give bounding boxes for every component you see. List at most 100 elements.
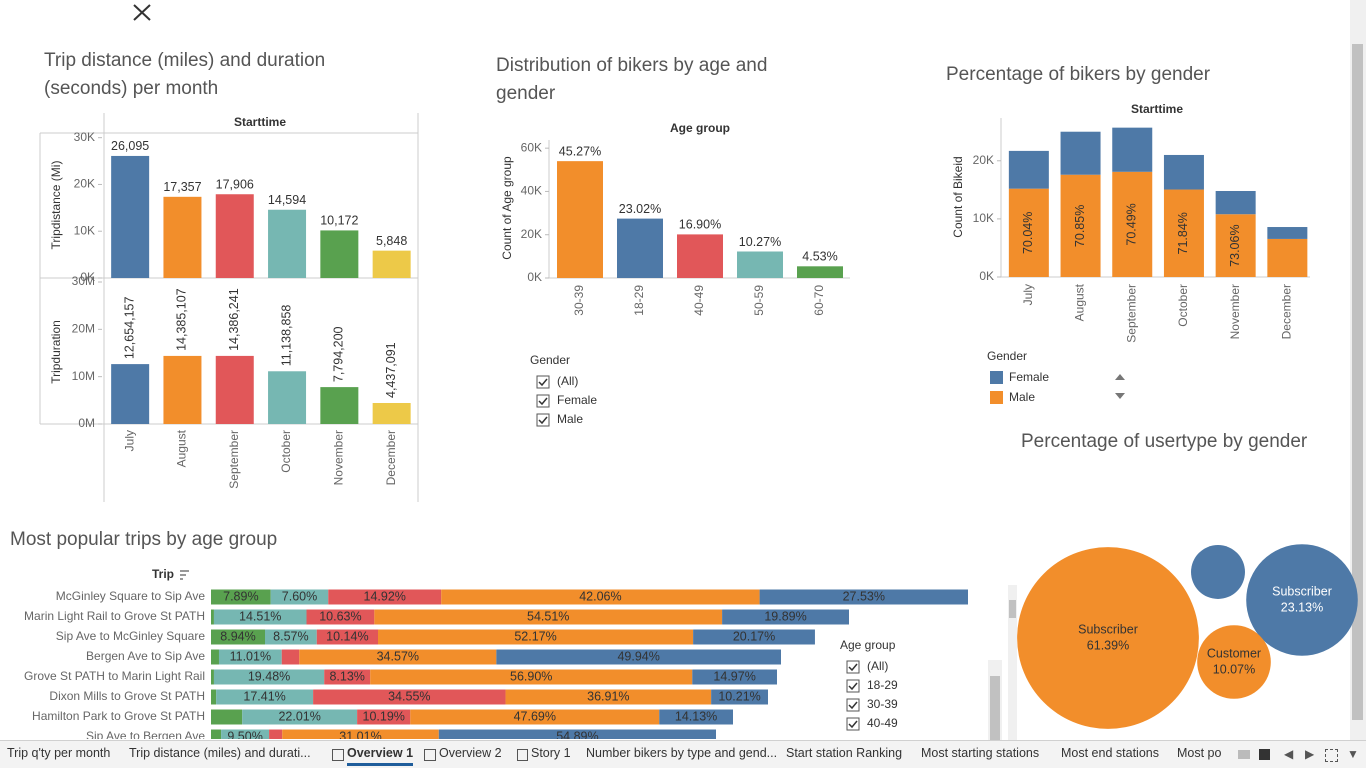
checkbox[interactable]	[536, 375, 550, 389]
data-label: 9.50%	[227, 729, 262, 743]
row-label: Marin Light Rail to Grove St PATH	[24, 609, 205, 623]
filter-option[interactable]: (All)	[867, 659, 888, 673]
data-label: 16.90%	[679, 218, 721, 232]
filter-option[interactable]: 18-29	[867, 678, 898, 692]
y-tick-label: 10K	[74, 223, 95, 237]
bar-segment	[281, 649, 300, 665]
scroll-thumb[interactable]	[1352, 44, 1363, 720]
close-icon[interactable]	[133, 4, 151, 21]
data-label: 19.48%	[248, 669, 290, 683]
data-label: 17.41%	[243, 689, 285, 703]
x-tick-label: September	[227, 430, 241, 489]
y-tick-label: 20M	[72, 322, 95, 336]
column-header: Starttime	[234, 115, 286, 129]
sheet-tab[interactable]: Most starting stations	[921, 746, 1040, 760]
bar-segment	[378, 629, 694, 645]
filter-option[interactable]: 30-39	[867, 697, 898, 711]
nav-icon[interactable]	[1325, 749, 1338, 762]
bar-segment	[221, 729, 270, 739]
x-tick-label: October	[1176, 284, 1190, 327]
bar	[215, 355, 254, 424]
bar-segment	[213, 609, 307, 625]
y-axis-title: Count of Age group	[500, 156, 514, 260]
legend-title: Gender	[987, 349, 1027, 363]
checkbox[interactable]	[846, 679, 860, 693]
bar-segment	[211, 669, 214, 685]
sheet-tab[interactable]: Trip distance (miles) and durati...	[129, 746, 311, 760]
bar-segment	[1008, 150, 1049, 189]
checkbox[interactable]	[846, 698, 860, 712]
filter-option[interactable]: 40-49	[867, 716, 898, 730]
y-tick-label: 60K	[521, 140, 542, 154]
filter-option[interactable]: (All)	[557, 374, 578, 388]
data-label: 19.89%	[764, 609, 806, 623]
sort-icon	[180, 570, 189, 580]
scroll-thumb[interactable]	[1009, 600, 1016, 618]
filter-title: Gender	[530, 353, 570, 367]
data-label: 8.13%	[329, 669, 364, 683]
checkbox[interactable]	[536, 394, 550, 408]
data-label: 70.04%	[1021, 212, 1035, 254]
sheet-tab[interactable]: Trip q'ty per month	[7, 746, 111, 760]
bar-segment	[693, 629, 815, 645]
data-label: 10.19%	[363, 709, 405, 723]
checkmark	[848, 701, 858, 710]
data-label: 70.85%	[1073, 205, 1087, 247]
sheet-tab[interactable]: Number bikers by type and gend...	[586, 746, 778, 760]
x-tick-label: December	[1280, 284, 1294, 339]
bar-segment	[357, 709, 411, 725]
checkbox[interactable]	[536, 413, 550, 427]
bar	[320, 387, 359, 424]
trip-scrollbar[interactable]	[1008, 585, 1017, 740]
checkbox[interactable]	[846, 717, 860, 731]
bar-segment	[316, 629, 379, 645]
sheet-tab[interactable]: Story 1	[531, 746, 571, 760]
sheet-tab[interactable]: Most end stations	[1061, 746, 1159, 760]
x-tick-label: August	[175, 429, 189, 467]
y-tick-label: 0K	[80, 270, 95, 284]
data-label: 22.01%	[278, 709, 320, 723]
data-label: 27.53%	[843, 589, 885, 603]
legend-scroll-arrows[interactable]	[1115, 374, 1125, 399]
bar-segment	[264, 629, 317, 645]
data-label: 7,794,200	[332, 326, 346, 382]
tab-icon	[424, 749, 436, 761]
scroll-thumb[interactable]	[990, 676, 1000, 740]
bar-segment	[1163, 189, 1204, 277]
checkbox[interactable]	[846, 660, 860, 674]
nav-icon[interactable]	[1259, 749, 1270, 760]
y-tick-label: 20K	[973, 153, 994, 167]
sheet-tab[interactable]: Overview 1	[347, 746, 414, 766]
chart-title: Trip distance (miles) and duration (seco…	[44, 50, 326, 99]
chart-title: Most popular trips by age group	[10, 529, 278, 550]
filter-option[interactable]: Male	[557, 412, 583, 426]
filter-option[interactable]: Female	[557, 393, 597, 407]
bar-segment	[211, 689, 217, 705]
bar-segment	[211, 629, 265, 645]
nav-icon[interactable]: ▼	[1347, 747, 1359, 761]
chart-title: Distribution of bikers by age and gender	[496, 55, 768, 104]
bar	[268, 209, 307, 278]
data-label: 54.89%	[556, 729, 598, 743]
bar	[111, 364, 150, 424]
nav-icon[interactable]	[1238, 750, 1250, 759]
data-label: 10.27%	[739, 235, 781, 249]
sheet-tab[interactable]: Most po	[1177, 746, 1222, 760]
data-label: 45.27%	[559, 144, 601, 158]
row-label: Bergen Ave to Sip Ave	[86, 649, 205, 663]
nav-icon[interactable]: ▶	[1305, 747, 1315, 761]
data-label: 10,172	[320, 214, 358, 228]
sheet-tab[interactable]: Start station Ranking	[786, 746, 903, 760]
bar-segment	[1008, 188, 1049, 277]
chart-title: Percentage of usertype by gender	[1021, 431, 1308, 452]
bar-segment	[328, 589, 442, 605]
y-tick-label: 40K	[521, 184, 542, 198]
bar-segment	[218, 649, 282, 665]
sheet-tab[interactable]: Overview 2	[439, 746, 502, 760]
bubble-label: Customer	[1207, 646, 1261, 660]
bar-segment	[211, 609, 214, 625]
bar-segment	[1215, 190, 1256, 215]
row-label: McGinley Square to Sip Ave	[56, 589, 206, 603]
nav-icon[interactable]: ◀	[1284, 747, 1294, 761]
